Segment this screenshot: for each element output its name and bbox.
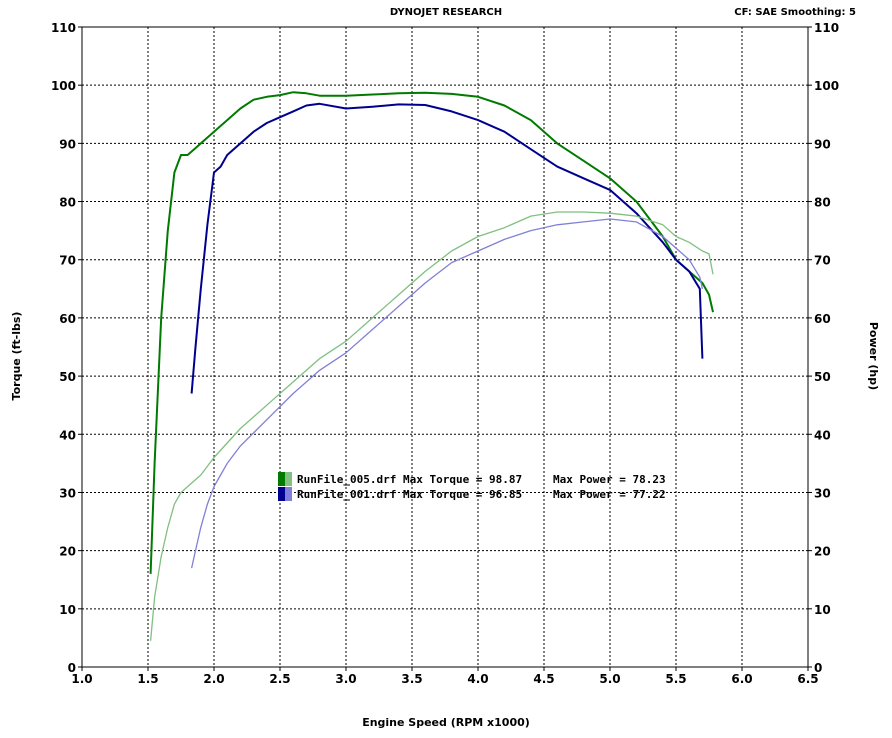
- series-power-runfile-001: [190, 218, 704, 569]
- x-tick-label: 4.5: [533, 672, 554, 686]
- series-power-runfile-005: [149, 211, 714, 641]
- y-tick-label-right: 60: [814, 312, 831, 326]
- x-axis-label: Engine Speed (RPM x1000): [362, 716, 530, 729]
- y-tick-label-right: 80: [814, 196, 831, 210]
- y-tick-label-right: 20: [814, 545, 831, 559]
- y-tick-label-left: 90: [59, 137, 76, 151]
- y-axis-label-right: Power (hp): [867, 322, 880, 390]
- series-layer: [149, 91, 714, 641]
- y-tick-label-left: 110: [51, 21, 76, 35]
- y-tick-label-right: 70: [814, 254, 831, 268]
- chart-title: DYNOJET RESEARCH: [390, 7, 502, 18]
- x-tick-label: 5.5: [665, 672, 686, 686]
- legend: RunFile_005.drf Max Torque = 98.87 Max P…: [278, 472, 666, 501]
- legend-power-runfile-001: Max Power = 77.22: [553, 488, 666, 501]
- legend-swatch-runfile-001-dark: [278, 487, 285, 501]
- y-tick-label-right: 90: [814, 137, 831, 151]
- y-tick-label-left: 40: [59, 428, 76, 442]
- y-tick-label-right: 0: [814, 661, 822, 675]
- y-tick-label-right: 40: [814, 428, 831, 442]
- x-tick-label: 3.5: [401, 672, 422, 686]
- y-tick-label-left: 30: [59, 486, 76, 500]
- y-tick-label-left: 0: [68, 661, 76, 675]
- y-tick-label-right: 10: [814, 603, 831, 617]
- x-tick-label: 3.0: [335, 672, 356, 686]
- y-tick-label-right: 30: [814, 486, 831, 500]
- y-tick-label-left: 60: [59, 312, 76, 326]
- legend-entry-runfile-005: RunFile_005.drf Max Torque = 98.87: [297, 473, 522, 486]
- x-tick-label: 2.5: [269, 672, 290, 686]
- chart-settings: CF: SAE Smoothing: 5: [734, 7, 856, 18]
- series-torque-runfile-005: [149, 91, 714, 574]
- y-tick-label-right: 50: [814, 370, 831, 384]
- legend-swatch-runfile-005-dark: [278, 472, 285, 486]
- y-axis-label-left: Torque (ft-lbs): [10, 312, 23, 401]
- y-tick-label-left: 70: [59, 254, 76, 268]
- plot-frame: [81, 26, 809, 668]
- x-tick-label: 2.0: [203, 672, 224, 686]
- legend-swatch-runfile-001-light: [285, 487, 292, 501]
- x-tick-label: 6.5: [797, 672, 818, 686]
- series-torque-runfile-001: [190, 102, 704, 394]
- y-tick-label-right: 100: [814, 79, 839, 93]
- x-tick-label: 6.0: [731, 672, 752, 686]
- legend-entry-runfile-001: RunFile_001.drf Max Torque = 96.85: [297, 488, 522, 501]
- legend-swatch-runfile-005-light: [285, 472, 292, 486]
- x-tick-label: 4.0: [467, 672, 488, 686]
- grid-lines: [82, 27, 808, 667]
- y-tick-label-right: 110: [814, 21, 839, 35]
- y-tick-label-left: 80: [59, 196, 76, 210]
- x-tick-label: 5.0: [599, 672, 620, 686]
- legend-power-runfile-005: Max Power = 78.23: [553, 473, 666, 486]
- y-tick-label-left: 20: [59, 545, 76, 559]
- x-tick-label: 1.0: [71, 672, 92, 686]
- y-tick-label-left: 100: [51, 79, 76, 93]
- x-tick-label: 1.5: [137, 672, 158, 686]
- y-tick-label-left: 10: [59, 603, 76, 617]
- axis-ticks: 1.0 1.5 2.0 2.5 3.0 3.5 4.0 4.5 5.0 5.5 6.0 6.50 010…: [51, 21, 839, 686]
- y-tick-label-left: 50: [59, 370, 76, 384]
